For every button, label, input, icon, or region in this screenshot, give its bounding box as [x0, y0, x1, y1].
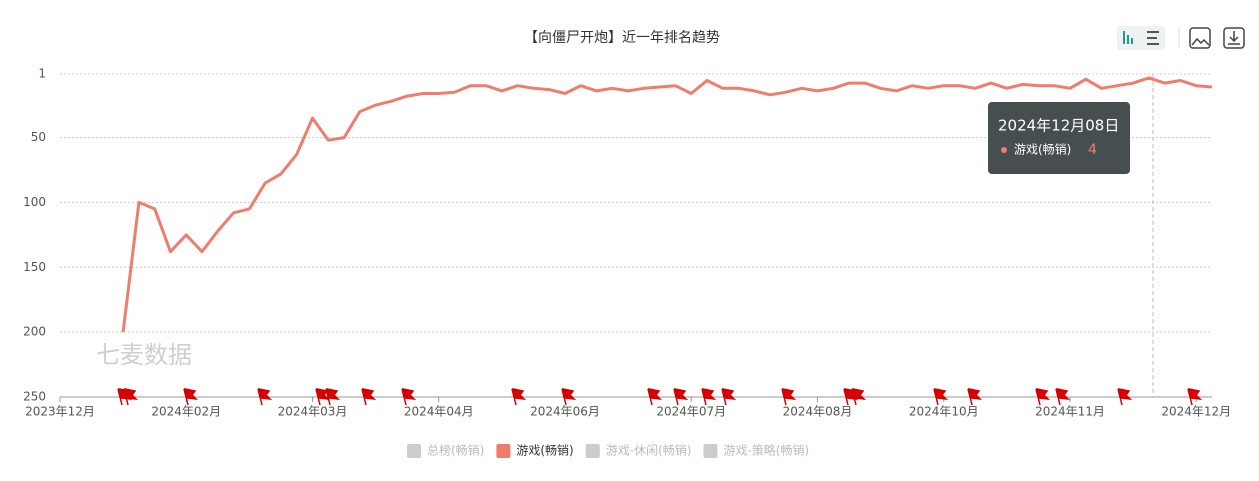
y-tick-label: 1 [38, 67, 46, 81]
x-tick-label: 2024年11月 [1035, 405, 1105, 419]
x-tick-label: 2024年07月 [656, 405, 726, 419]
legend-swatch [496, 444, 511, 458]
x-tick-label: 2024年12月 [1161, 405, 1231, 419]
series-line [121, 76, 1213, 333]
download-icon[interactable] [1223, 27, 1245, 49]
x-tick-label: 2024年10月 [909, 405, 979, 419]
legend-item[interactable]: 游戏-休闲(畅销) [585, 444, 692, 459]
event-flag [721, 388, 737, 406]
event-flag [183, 388, 199, 406]
x-tick-label: 2024年03月 [278, 405, 348, 419]
event-flag [673, 388, 689, 406]
y-tick-label: 200 [23, 325, 46, 339]
event-flag [701, 388, 717, 406]
legend-item[interactable]: 游戏-策略(畅销) [703, 443, 809, 459]
event-flag [257, 388, 273, 406]
legend-swatch [407, 444, 421, 458]
event-flag [561, 388, 577, 406]
legend-label: 游戏(畅销) [516, 444, 573, 458]
legend-item[interactable]: 游戏(畅销) [496, 444, 574, 459]
tooltip-value: 4 [1088, 142, 1097, 158]
chart-icon[interactable] [1123, 31, 1133, 44]
legend-label: 总榜(畅销) [427, 443, 484, 458]
y-tick-label: 150 [23, 260, 46, 274]
x-tick-label: 2023年12月 [25, 405, 95, 419]
event-flag [781, 388, 797, 406]
event-flag [1187, 388, 1203, 406]
chart-title: 【向僵尸开炮】近一年排名趋势 [524, 30, 720, 46]
tooltip-title: 2024年12月08日 [998, 117, 1119, 135]
event-flag [511, 388, 527, 406]
download-arrow [1228, 31, 1240, 45]
y-tick-label: 50 [31, 130, 46, 144]
event-flag [325, 388, 341, 406]
y-tick-label: 250 [23, 390, 46, 404]
event-flag [315, 388, 331, 406]
event-flag [933, 388, 949, 406]
legend-label: 游戏-休闲(畅销) [606, 444, 692, 458]
legend-item[interactable]: 总榜(畅销) [407, 443, 484, 459]
x-tick-label: 2024年04月 [404, 405, 474, 419]
x-tick-label: 2024年06月 [530, 405, 600, 419]
legend-swatch [585, 444, 600, 458]
x-tick-label: 2024年02月 [151, 405, 221, 419]
event-flag [647, 388, 663, 406]
x-tick-label: 2024年08月 [783, 405, 853, 419]
image-icon-mount [1191, 37, 1210, 46]
toolbar [1117, 26, 1245, 50]
image-icon[interactable] [1189, 27, 1211, 49]
event-flag [1055, 388, 1071, 406]
event-flag [361, 388, 377, 406]
legend-swatch [703, 444, 718, 458]
event-flag [1117, 388, 1133, 406]
event-flag [401, 388, 417, 406]
tooltip-dot [1001, 147, 1007, 153]
y-tick-label: 100 [23, 195, 46, 209]
event-flag [123, 388, 139, 406]
tooltip-series: 游戏(畅销) [1014, 143, 1071, 157]
watermark: 七麦数据 [96, 341, 192, 369]
event-flag [967, 388, 983, 406]
tooltip-box [988, 102, 1130, 174]
legend-label: 游戏-策略(畅销) [723, 443, 809, 458]
event-flag [1035, 388, 1051, 406]
list-icon[interactable] [1147, 31, 1159, 45]
event-flag [851, 388, 867, 406]
